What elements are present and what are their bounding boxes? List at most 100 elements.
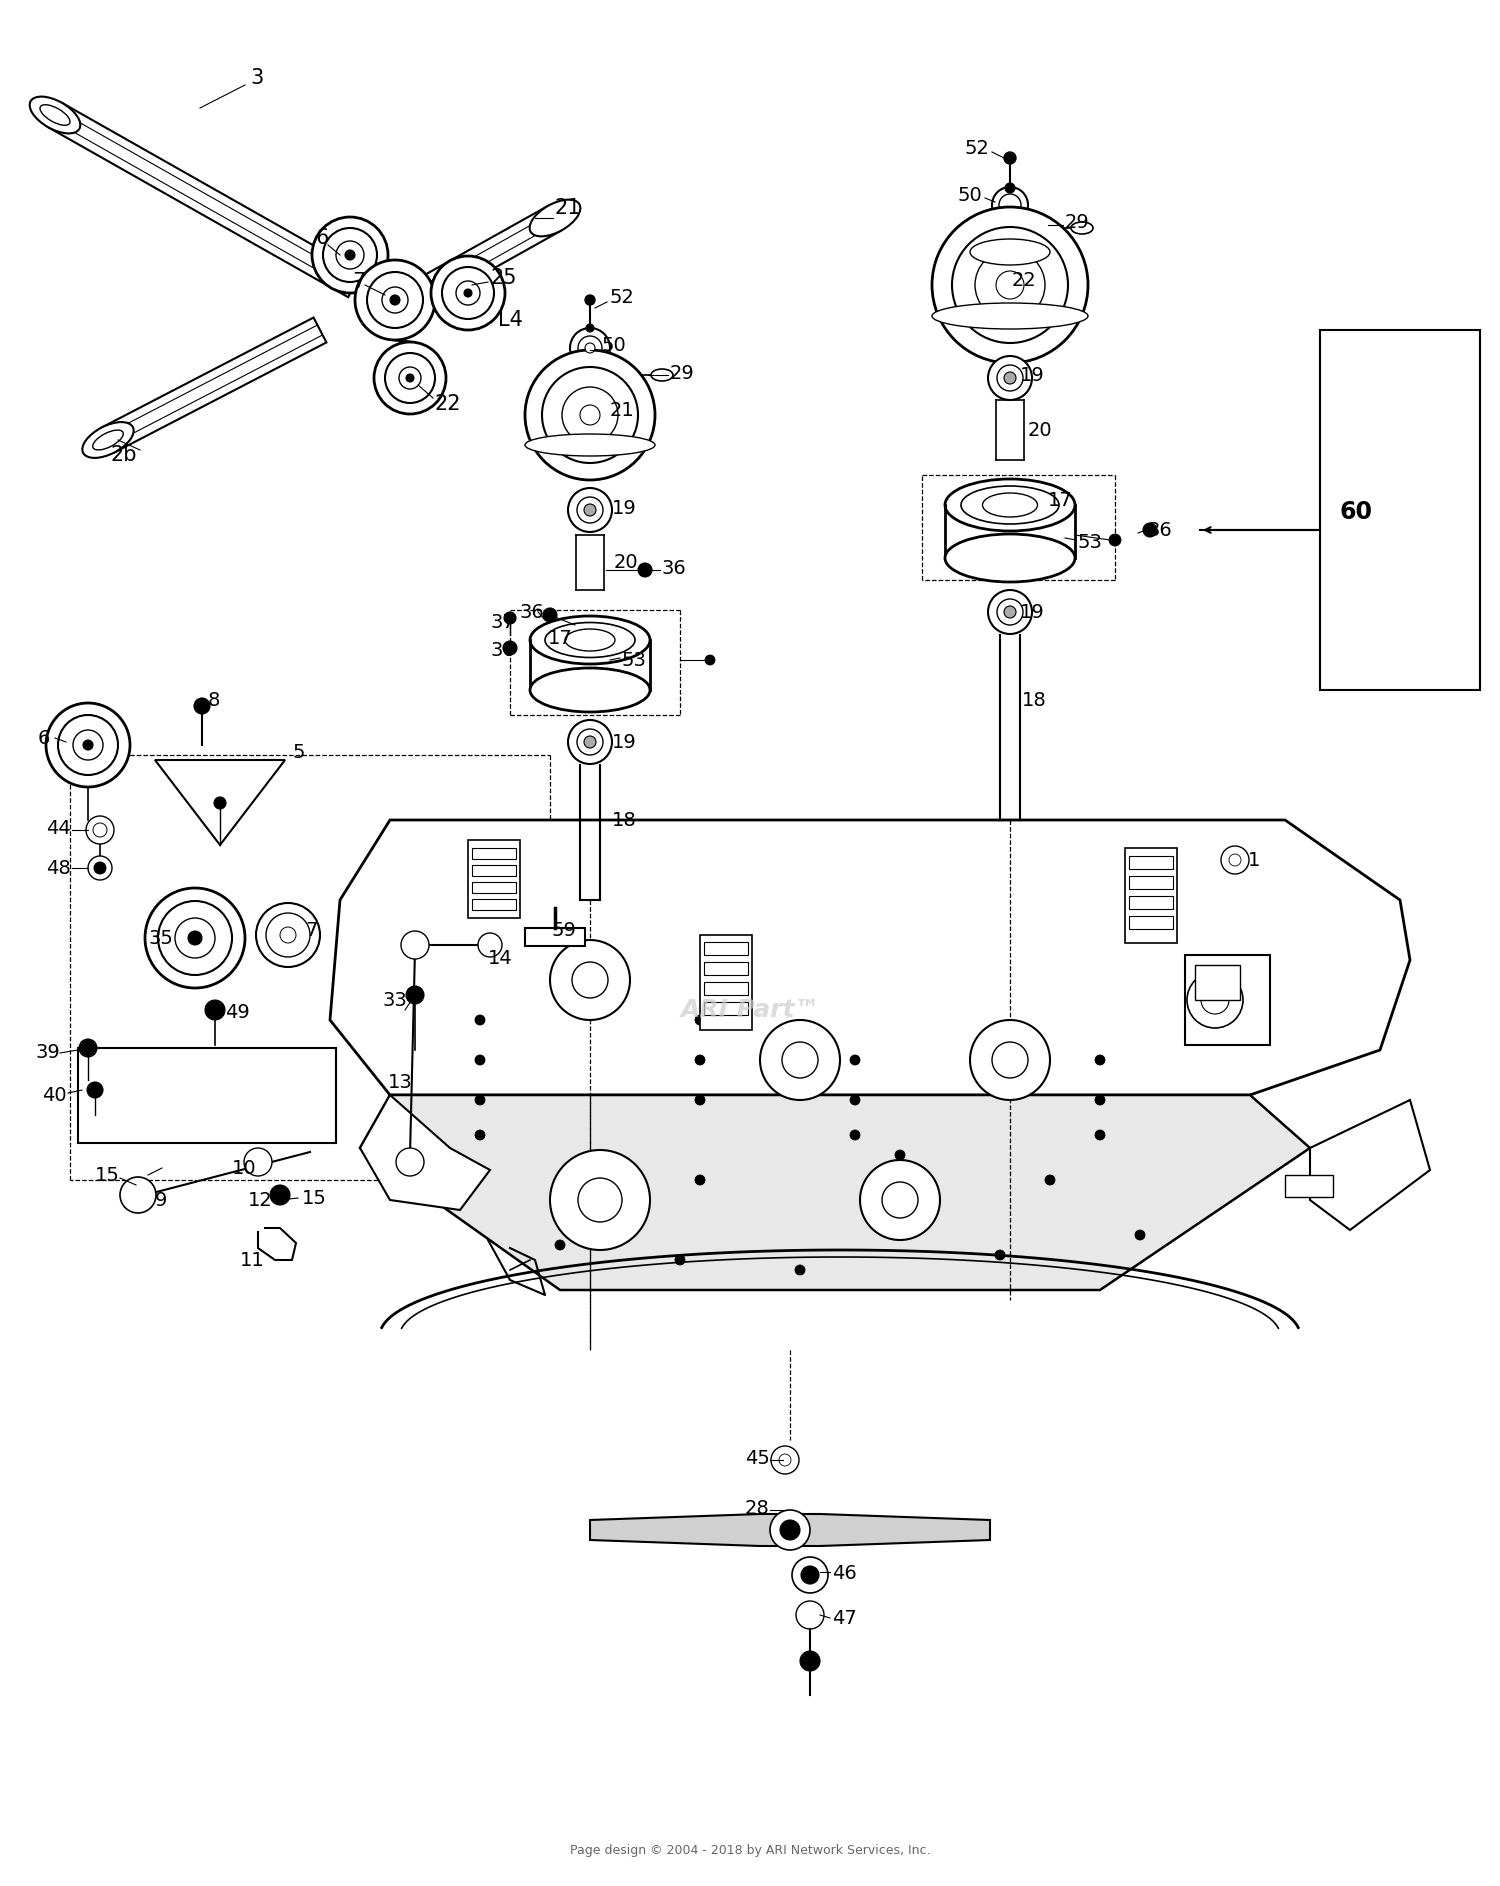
Text: 36: 36 (490, 641, 514, 660)
Circle shape (760, 1020, 840, 1100)
Text: 15: 15 (94, 1166, 120, 1184)
Circle shape (1221, 847, 1250, 873)
Circle shape (390, 294, 400, 306)
Circle shape (550, 939, 630, 1020)
Circle shape (572, 962, 608, 998)
Circle shape (266, 913, 310, 956)
Bar (1130, 875, 1173, 888)
Circle shape (46, 703, 130, 786)
Circle shape (400, 932, 429, 958)
Circle shape (406, 373, 414, 383)
Circle shape (1202, 986, 1228, 1015)
Text: 21: 21 (610, 400, 634, 419)
Circle shape (442, 268, 494, 319)
Text: 29: 29 (670, 364, 694, 383)
Circle shape (1095, 1096, 1106, 1105)
Text: 37: 37 (490, 613, 514, 632)
Circle shape (396, 1149, 424, 1177)
Polygon shape (423, 206, 562, 300)
Circle shape (464, 289, 472, 296)
Circle shape (996, 272, 1024, 300)
Circle shape (1095, 1130, 1106, 1139)
Circle shape (694, 1096, 705, 1105)
Circle shape (58, 715, 118, 775)
Bar (468, 839, 520, 918)
Circle shape (256, 903, 320, 968)
Circle shape (850, 1054, 859, 1066)
Circle shape (476, 1096, 484, 1105)
Text: 6: 6 (38, 728, 51, 747)
Text: 17: 17 (548, 628, 573, 647)
Text: 13: 13 (388, 1073, 412, 1092)
Circle shape (994, 1250, 1005, 1260)
Ellipse shape (982, 492, 1038, 517)
Circle shape (998, 366, 1023, 390)
Circle shape (850, 1130, 859, 1139)
Circle shape (1004, 153, 1016, 164)
Circle shape (382, 287, 408, 313)
Text: 36: 36 (1148, 521, 1173, 539)
Circle shape (586, 324, 594, 332)
Circle shape (312, 217, 388, 292)
Bar (472, 883, 516, 892)
Text: 20: 20 (614, 553, 639, 571)
Ellipse shape (962, 487, 1059, 524)
Text: 19: 19 (612, 732, 636, 751)
Bar (704, 1001, 748, 1015)
Circle shape (214, 798, 226, 809)
Circle shape (74, 730, 104, 760)
Text: 50: 50 (958, 185, 982, 204)
Circle shape (1108, 534, 1120, 547)
Ellipse shape (932, 304, 1088, 328)
Circle shape (999, 194, 1022, 217)
Circle shape (1186, 971, 1244, 1028)
Circle shape (952, 226, 1068, 343)
Text: 52: 52 (610, 287, 634, 307)
Circle shape (859, 1160, 940, 1239)
Circle shape (778, 1454, 790, 1465)
Circle shape (430, 256, 506, 330)
Ellipse shape (945, 479, 1076, 532)
Text: 17: 17 (1048, 490, 1072, 509)
Circle shape (146, 888, 244, 988)
Bar (1130, 896, 1173, 909)
Text: 25: 25 (490, 268, 516, 289)
Polygon shape (360, 1096, 490, 1211)
Text: 3: 3 (251, 68, 264, 89)
Polygon shape (48, 104, 362, 298)
Ellipse shape (544, 622, 634, 658)
Bar (472, 900, 516, 911)
Ellipse shape (525, 434, 656, 456)
Bar (472, 866, 516, 875)
Text: 59: 59 (552, 920, 578, 939)
Text: 28: 28 (746, 1499, 770, 1518)
Text: 22: 22 (435, 394, 462, 415)
Circle shape (120, 1177, 156, 1213)
Text: 2b: 2b (110, 445, 136, 466)
Circle shape (578, 498, 603, 522)
Bar (1185, 954, 1270, 1045)
Circle shape (1005, 183, 1016, 192)
Text: 48: 48 (46, 858, 70, 877)
Circle shape (578, 1179, 622, 1222)
Polygon shape (102, 317, 327, 453)
Text: 46: 46 (833, 1563, 856, 1582)
Text: 47: 47 (833, 1609, 856, 1628)
Text: 45: 45 (746, 1448, 770, 1467)
Circle shape (80, 1039, 98, 1056)
Text: 9: 9 (154, 1190, 168, 1209)
Bar (1130, 856, 1173, 869)
Circle shape (476, 1015, 484, 1024)
Bar (1125, 849, 1178, 943)
Ellipse shape (970, 240, 1050, 266)
Text: 35: 35 (148, 928, 172, 947)
Circle shape (1136, 1230, 1144, 1239)
Circle shape (555, 1239, 566, 1250)
Circle shape (1004, 605, 1016, 619)
Circle shape (88, 856, 112, 881)
Polygon shape (330, 820, 1410, 1096)
Ellipse shape (530, 200, 580, 236)
Circle shape (992, 1041, 1028, 1079)
Ellipse shape (1071, 223, 1094, 234)
Circle shape (975, 251, 1046, 321)
